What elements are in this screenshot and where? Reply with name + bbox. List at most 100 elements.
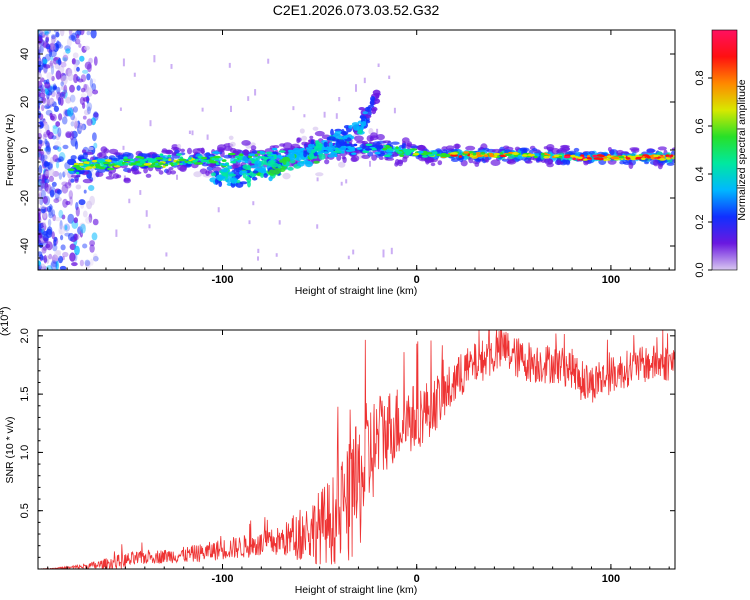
noise-speckle [71,130,78,139]
ridge-halo [653,159,659,167]
branch-blob [343,134,348,140]
ridge-halo [315,172,324,177]
noise-speckle [38,264,43,270]
ridge-core [130,162,137,166]
ridge-halo [354,135,364,142]
ridge-core [257,155,262,159]
noise-speckle [60,234,64,241]
noise-speckle [43,178,50,184]
ridge-halo [361,154,371,159]
branch-blob [323,141,328,148]
ridge-halo [453,143,461,149]
noise-speckle [62,57,68,62]
noise-speckle [38,100,43,105]
noise-speckle [56,189,62,195]
noise-speckle [60,30,65,37]
noise-speckle [38,42,41,50]
noise-speckle [65,96,72,104]
faint-speckle [369,160,371,167]
faint-speckle [376,128,379,137]
branch-blob [211,172,216,177]
noise-speckle [42,58,48,65]
ridge-halo [379,145,383,149]
branch-blob [303,151,307,158]
ridge-core [86,161,90,165]
noise-speckle [80,87,86,93]
noise-speckle [59,97,64,106]
snr-x-axis-label: Height of straight line (km) [295,584,418,596]
noise-speckle [83,109,90,116]
branch-blob [288,150,295,157]
branch-blob [250,165,258,169]
noise-speckle [38,91,41,98]
y-tick-label: 40 [19,48,31,60]
ridge-halo [531,148,538,152]
noise-speckle [71,58,76,65]
noise-speckle [82,102,86,109]
ridge-core [300,148,304,152]
ridge-core [212,151,220,154]
noise-speckle [90,30,97,39]
ridge-core [244,160,248,164]
ridge-core [432,151,438,154]
faint-speckle [338,97,341,102]
noise-speckle [60,61,67,68]
ridge-halo [406,144,411,149]
ridge-halo [644,161,649,165]
faint-speckle [201,107,204,112]
branch-blob [311,149,316,154]
ridge-core [641,157,646,160]
noise-speckle [51,75,55,82]
faint-speckle [133,72,136,77]
noise-speckle [40,154,45,162]
ridge-core [347,146,353,150]
noise-speckle [60,244,66,251]
noise-speckle [53,105,60,112]
ridge-halo [177,164,188,171]
ridge-core [175,161,180,164]
noise-speckle [52,154,59,162]
ridge-halo [127,169,132,173]
faint-speckle [153,55,156,63]
noise-speckle [73,217,79,224]
faint-speckle [248,220,251,225]
noise-speckle [67,107,74,117]
noise-speckle [43,64,51,69]
ridge-halo [603,152,608,157]
colorbar [711,29,738,271]
ridge-core [323,151,329,154]
ridge-halo [82,178,93,184]
noise-speckle [86,30,91,36]
noise-speckle [38,191,42,198]
noise-speckle [40,180,46,189]
ridge-halo [338,161,346,168]
branch-blob [335,141,342,148]
faint-speckle [377,63,380,67]
ridge-core [527,153,535,157]
noise-speckle [86,87,93,97]
noise-speckle [62,198,68,208]
noise-speckle [64,224,68,231]
faint-speckle [115,229,118,237]
branch-blob [359,115,367,119]
noise-speckle [74,59,79,68]
ridge-halo [168,167,174,171]
snr-axes: -100 0 100 0.5 1.0 1.5 2.0 [19,328,675,585]
noise-speckle [40,204,46,210]
ridge-core [278,150,286,153]
ridge-core [426,152,433,155]
noise-speckle [75,33,80,39]
noise-speckle [82,69,89,74]
noise-speckle [84,260,91,269]
noise-speckle [81,123,87,131]
colorbar-label: Normalized spectral amplitude [736,79,748,220]
noise-speckle [57,127,62,137]
noise-speckle [46,241,53,251]
noise-speckle [63,169,68,176]
snr-frame [37,329,676,570]
ridge-halo [170,170,177,175]
ridge-core [440,154,448,158]
noise-speckle [72,52,79,59]
ridge-core [91,159,98,163]
y-tick-label: 0 [19,147,31,153]
